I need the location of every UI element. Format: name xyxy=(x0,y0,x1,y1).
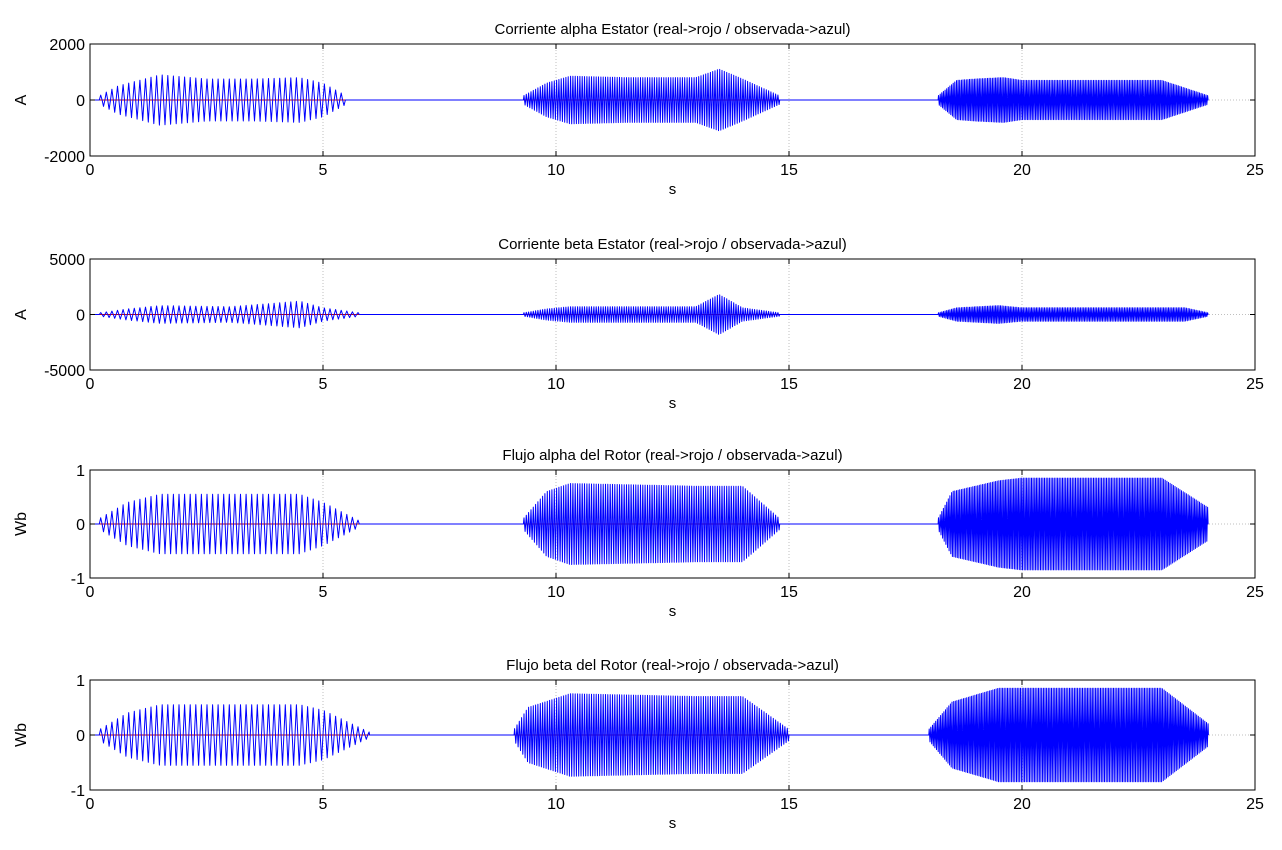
x-axis-label: s xyxy=(669,181,677,198)
y-tick-label: 0 xyxy=(76,517,85,534)
y-tick-label: -5000 xyxy=(44,363,85,380)
y-axis-label: Wb xyxy=(13,723,30,747)
x-axis-label: s xyxy=(669,815,677,832)
series-line-observed xyxy=(90,294,1209,335)
x-tick-label: 15 xyxy=(780,796,798,813)
chart-panel-2: Corriente beta Estator (real->rojo / obs… xyxy=(13,236,1264,412)
x-tick-label: 0 xyxy=(86,162,95,179)
y-axis-label: Wb xyxy=(13,512,30,536)
x-axis-label: s xyxy=(669,603,677,620)
x-axis-label: s xyxy=(669,395,677,412)
x-tick-label: 5 xyxy=(319,376,328,393)
chart-panel-3: Flujo alpha del Rotor (real->rojo / obse… xyxy=(13,447,1264,620)
x-tick-label: 25 xyxy=(1246,584,1264,601)
x-tick-label: 25 xyxy=(1246,162,1264,179)
chart-title: Flujo beta del Rotor (real->rojo / obser… xyxy=(506,657,839,674)
x-tick-label: 10 xyxy=(547,584,565,601)
chart-panel-1: Corriente alpha Estator (real->rojo / ob… xyxy=(13,21,1264,198)
y-tick-label: 0 xyxy=(76,728,85,745)
series-line-observed xyxy=(90,687,1209,783)
y-axis-label: A xyxy=(13,309,30,320)
x-tick-label: 15 xyxy=(780,376,798,393)
x-tick-label: 0 xyxy=(86,796,95,813)
x-tick-label: 10 xyxy=(547,162,565,179)
signal-group xyxy=(90,687,1209,783)
y-tick-label: 1 xyxy=(76,673,85,690)
series-line-observed xyxy=(90,477,1209,571)
chart-title: Flujo alpha del Rotor (real->rojo / obse… xyxy=(502,447,842,464)
y-tick-label: 1 xyxy=(76,463,85,480)
y-tick-label: -1 xyxy=(71,783,85,800)
signal-group xyxy=(90,294,1209,335)
x-tick-label: 15 xyxy=(780,162,798,179)
x-tick-label: 20 xyxy=(1013,376,1031,393)
y-tick-label: 0 xyxy=(76,308,85,325)
y-axis-label: A xyxy=(13,94,30,105)
x-tick-label: 15 xyxy=(780,584,798,601)
x-tick-label: 20 xyxy=(1013,162,1031,179)
x-tick-label: 5 xyxy=(319,796,328,813)
x-tick-label: 5 xyxy=(319,162,328,179)
y-tick-label: 2000 xyxy=(49,37,85,54)
y-tick-label: -1 xyxy=(71,571,85,588)
y-tick-label: 5000 xyxy=(49,252,85,269)
chart-title: Corriente beta Estator (real->rojo / obs… xyxy=(498,236,847,253)
chart-panel-4: Flujo beta del Rotor (real->rojo / obser… xyxy=(13,657,1264,832)
y-tick-label: -2000 xyxy=(44,149,85,166)
chart-title: Corriente alpha Estator (real->rojo / ob… xyxy=(494,21,850,38)
x-tick-label: 20 xyxy=(1013,796,1031,813)
x-tick-label: 0 xyxy=(86,376,95,393)
signal-group xyxy=(90,68,1209,132)
x-tick-label: 20 xyxy=(1013,584,1031,601)
series-line-observed xyxy=(90,68,1209,132)
signal-group xyxy=(90,477,1209,571)
x-tick-label: 25 xyxy=(1246,376,1264,393)
x-tick-label: 0 xyxy=(86,584,95,601)
y-tick-label: 0 xyxy=(76,93,85,110)
x-tick-label: 25 xyxy=(1246,796,1264,813)
x-tick-label: 10 xyxy=(547,796,565,813)
x-tick-label: 5 xyxy=(319,584,328,601)
x-tick-label: 10 xyxy=(547,376,565,393)
